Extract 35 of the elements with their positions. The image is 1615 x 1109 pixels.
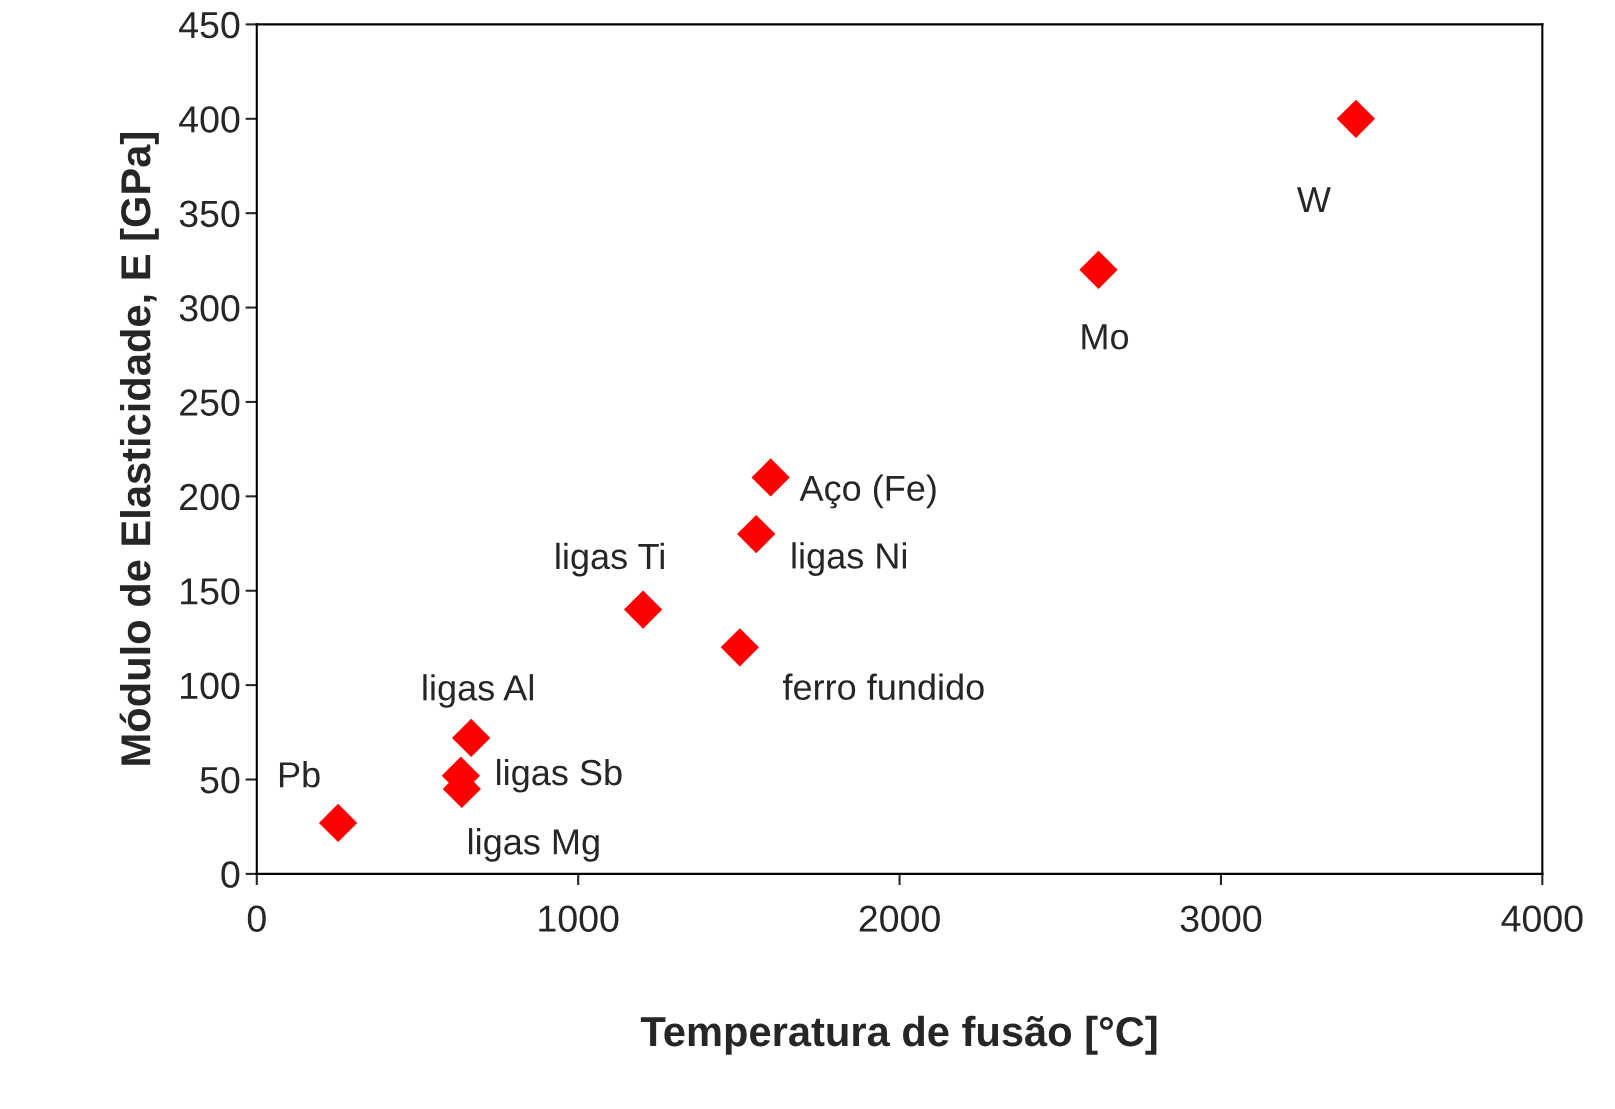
x-tick-label: 3000 xyxy=(1180,905,1262,932)
x-axis-title: Temperatura de fusão [°C] xyxy=(640,1015,1157,1055)
y-tick-label: 400 xyxy=(179,106,240,133)
data-label: Mo xyxy=(1082,324,1129,350)
x-tick-label: 0 xyxy=(247,905,266,932)
point xyxy=(737,514,776,554)
y-tick-label: 250 xyxy=(180,389,240,416)
y-axis-title: Módulo de Elasticidade, E [GPa] xyxy=(119,133,159,765)
data-label: ligas Sb xyxy=(497,758,622,793)
point xyxy=(623,590,663,629)
point xyxy=(751,458,790,497)
x-tick-label: 1000 xyxy=(539,905,619,932)
point xyxy=(720,628,759,667)
data-label: W xyxy=(1297,187,1331,213)
data-label: ligas Al xyxy=(423,674,533,708)
data-label: ligas Mg xyxy=(469,828,599,862)
point xyxy=(318,803,358,843)
y-tick-label: 200 xyxy=(180,483,240,511)
y-tick-label: 300 xyxy=(179,294,240,322)
y-tick-label: 150 xyxy=(181,578,240,605)
y-tick-label: 0 xyxy=(221,861,240,888)
x-tick-label: 4000 xyxy=(1501,905,1583,932)
data-label: ligas Ti xyxy=(556,542,664,577)
data-label: ferro fundido xyxy=(782,673,984,701)
y-tick-label: 450 xyxy=(179,11,240,39)
data-label: ligas Ni xyxy=(792,542,906,576)
x-tick-label: 2000 xyxy=(859,905,940,932)
point xyxy=(1336,99,1376,138)
point xyxy=(1079,250,1118,289)
y-tick-label: 100 xyxy=(181,672,240,700)
data-label: Pb xyxy=(279,761,320,788)
data-label: Aço (Fe) xyxy=(799,474,936,509)
y-tick-label: 350 xyxy=(179,200,240,228)
y-tick-label: 50 xyxy=(200,766,240,794)
point xyxy=(452,718,491,758)
